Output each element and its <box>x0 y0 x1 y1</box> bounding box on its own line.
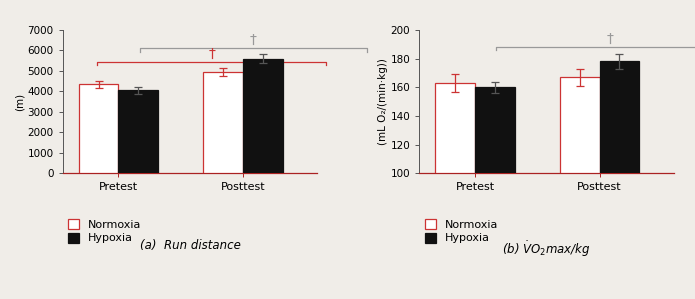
Bar <box>475 87 515 173</box>
Legend: Normoxia, Hypoxia: Normoxia, Hypoxia <box>425 219 498 243</box>
Bar <box>243 59 283 173</box>
Bar <box>79 84 118 173</box>
Bar <box>203 72 243 173</box>
Text: (a)  Run distance: (a) Run distance <box>140 239 240 252</box>
Bar <box>118 90 158 173</box>
Y-axis label: (m): (m) <box>15 93 24 111</box>
Legend: Normoxia, Hypoxia: Normoxia, Hypoxia <box>68 219 142 243</box>
Y-axis label: (mL O₂/(min·kg)): (mL O₂/(min·kg)) <box>378 58 388 145</box>
Text: †: † <box>208 47 215 60</box>
Bar <box>600 62 639 173</box>
Bar <box>436 83 475 173</box>
Text: (b) $\dot{V}$O$_2$max/kg: (b) $\dot{V}$O$_2$max/kg <box>502 239 591 259</box>
Text: †: † <box>250 33 256 47</box>
Bar <box>559 77 600 173</box>
Text: †: † <box>607 32 614 46</box>
